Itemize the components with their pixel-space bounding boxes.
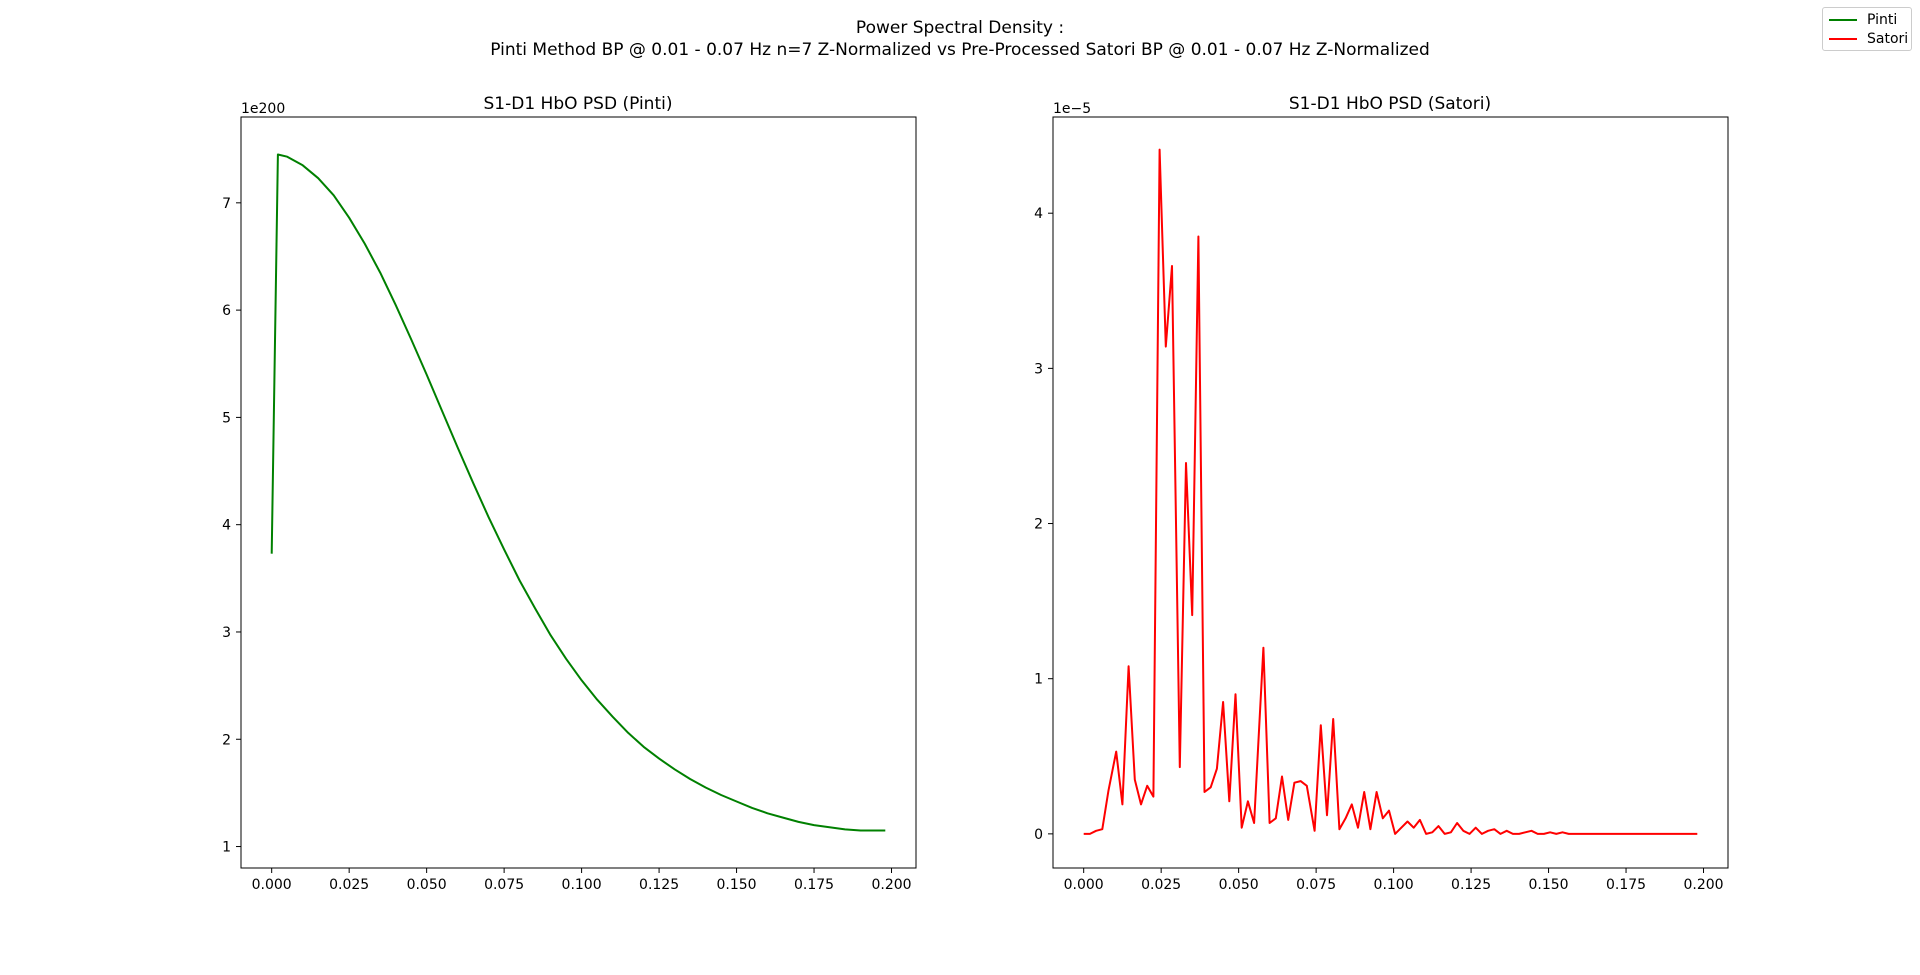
x-tick-label-satori: 0.075	[1296, 877, 1336, 893]
x-ticks-pinti: 0.000 0.025 0.050 0.075 0.100 0.125 0.150 0.175…	[252, 868, 912, 893]
series-line-satori	[1083, 148, 1698, 835]
x-tick-label-satori: 0.150	[1529, 877, 1569, 893]
axes-title-pinti: S1-D1 HbO PSD (Pinti)	[484, 94, 673, 114]
figure-suptitle-line1: Power Spectral Density :	[856, 18, 1064, 38]
series-satori	[1083, 148, 1698, 835]
axes-title-satori: S1-D1 HbO PSD (Satori)	[1289, 94, 1491, 114]
y-tick-label-satori: 4	[1034, 206, 1043, 222]
legend-swatch-satori	[1829, 38, 1857, 40]
legend: Pinti Satori	[1822, 7, 1912, 51]
axes-frame-pinti	[240, 116, 917, 869]
x-tick-label-pinti: 0.175	[794, 877, 834, 893]
y-tick-label-pinti: 1	[222, 840, 231, 856]
y-tick-label-pinti: 4	[222, 518, 231, 534]
x-ticks-satori: 0.000 0.025 0.050 0.075 0.100 0.125 0.150 0.175…	[1064, 868, 1724, 893]
x-tick-label-pinti: 0.125	[639, 877, 679, 893]
offset-text-pinti: 1e200	[241, 101, 285, 117]
x-tick-label-pinti: 0.000	[252, 877, 292, 893]
x-tick-label-satori: 0.100	[1374, 877, 1414, 893]
legend-item-satori: Satori	[1829, 30, 1908, 48]
x-tick-label-pinti: 0.200	[871, 877, 911, 893]
y-tick-label-satori: 1	[1034, 672, 1043, 688]
y-tick-label-satori: 0	[1034, 827, 1043, 843]
x-tick-label-satori: 0.125	[1451, 877, 1491, 893]
series-line-pinti	[270, 153, 886, 832]
y-tick-label-satori: 3	[1034, 361, 1043, 377]
axes-frame-satori	[1052, 116, 1729, 869]
x-tick-label-pinti: 0.075	[484, 877, 524, 893]
x-tick-label-satori: 0.025	[1141, 877, 1181, 893]
y-tick-label-pinti: 5	[222, 410, 231, 426]
x-tick-label-pinti: 0.100	[562, 877, 602, 893]
y-tick-label-pinti: 2	[222, 732, 231, 748]
x-tick-label-satori: 0.200	[1683, 877, 1723, 893]
x-tick-label-pinti: 0.025	[329, 877, 369, 893]
y-tick-label-pinti: 7	[222, 196, 231, 212]
x-tick-label-pinti: 0.150	[717, 877, 757, 893]
legend-label-satori: Satori	[1867, 31, 1909, 47]
legend-item-pinti: Pinti	[1829, 11, 1897, 29]
y-ticks-pinti: 1 2 3 4 5 6 7	[222, 196, 241, 856]
axes-pinti: S1-D1 HbO PSD (Pinti) 1e200 0.000 0.025 0.…	[222, 94, 917, 893]
y-tick-label-pinti: 6	[222, 303, 231, 319]
x-tick-label-satori: 0.000	[1064, 877, 1104, 893]
series-pinti	[270, 153, 886, 832]
legend-swatch-pinti	[1829, 19, 1857, 21]
axes-satori: S1-D1 HbO PSD (Satori) 1e−5 0.000 0.025 0.…	[1034, 94, 1729, 893]
y-ticks-satori: 0 1 2 3 4	[1034, 206, 1053, 843]
x-tick-label-pinti: 0.050	[407, 877, 447, 893]
x-tick-label-satori: 0.175	[1606, 877, 1646, 893]
figure-suptitle-line2: Pinti Method BP @ 0.01 - 0.07 Hz n=7 Z-N…	[490, 40, 1430, 60]
y-tick-label-pinti: 3	[222, 625, 231, 641]
y-tick-label-satori: 2	[1034, 517, 1043, 533]
legend-label-pinti: Pinti	[1867, 12, 1898, 28]
offset-text-satori: 1e−5	[1053, 101, 1091, 117]
x-tick-label-satori: 0.050	[1219, 877, 1259, 893]
